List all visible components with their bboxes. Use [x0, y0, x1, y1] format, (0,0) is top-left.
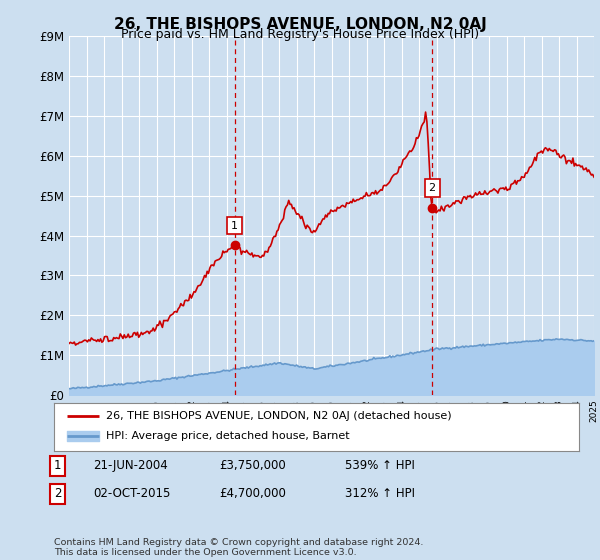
- Text: 2: 2: [54, 487, 62, 501]
- Text: 21-JUN-2004: 21-JUN-2004: [93, 459, 168, 473]
- Text: 312% ↑ HPI: 312% ↑ HPI: [345, 487, 415, 501]
- Text: £4,700,000: £4,700,000: [219, 487, 286, 501]
- Text: 02-OCT-2015: 02-OCT-2015: [93, 487, 170, 501]
- Text: 26, THE BISHOPS AVENUE, LONDON, N2 0AJ (detached house): 26, THE BISHOPS AVENUE, LONDON, N2 0AJ (…: [107, 411, 452, 421]
- Text: £3,750,000: £3,750,000: [219, 459, 286, 473]
- Text: Contains HM Land Registry data © Crown copyright and database right 2024.
This d: Contains HM Land Registry data © Crown c…: [54, 538, 424, 557]
- Text: 1: 1: [54, 459, 62, 473]
- Text: HPI: Average price, detached house, Barnet: HPI: Average price, detached house, Barn…: [107, 431, 350, 441]
- Text: 2: 2: [428, 183, 436, 193]
- Text: 1: 1: [231, 221, 238, 231]
- Text: 539% ↑ HPI: 539% ↑ HPI: [345, 459, 415, 473]
- Text: 26, THE BISHOPS AVENUE, LONDON, N2 0AJ: 26, THE BISHOPS AVENUE, LONDON, N2 0AJ: [113, 17, 487, 32]
- Text: Price paid vs. HM Land Registry's House Price Index (HPI): Price paid vs. HM Land Registry's House …: [121, 28, 479, 41]
